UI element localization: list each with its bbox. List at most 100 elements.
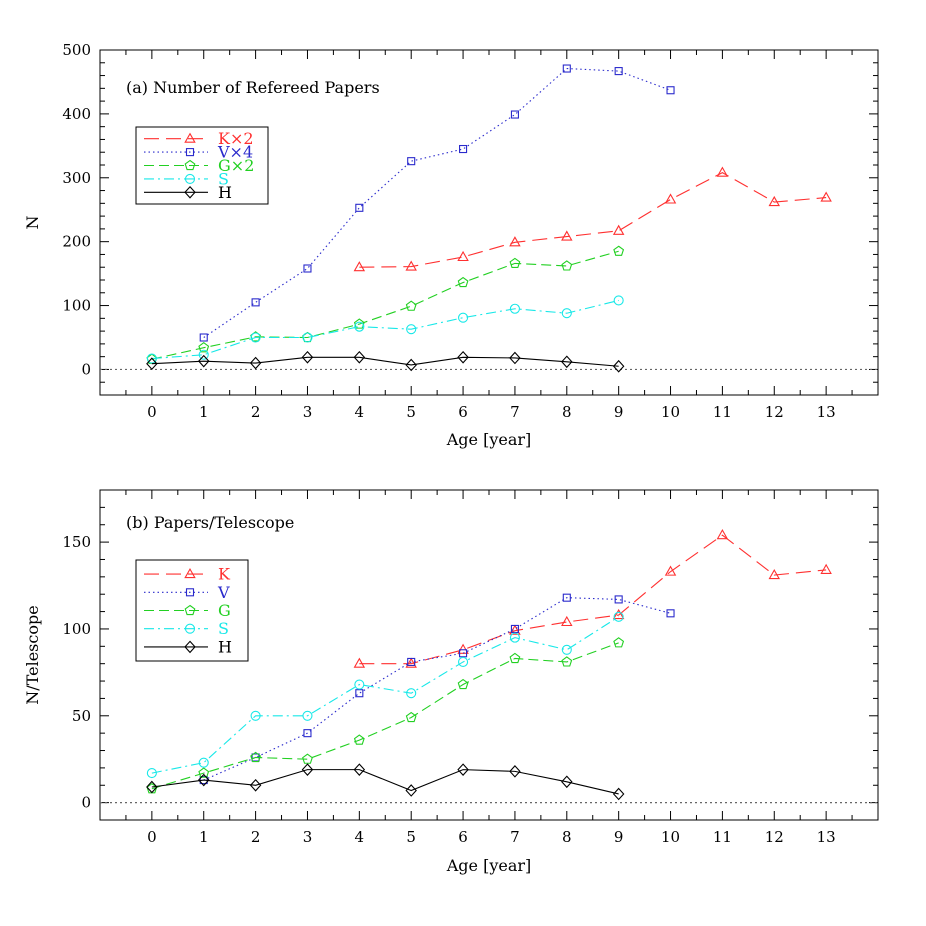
x-tick-label: 12 (765, 403, 784, 421)
data-point (353, 318, 365, 329)
x-tick-label: 0 (147, 828, 157, 846)
data-point (820, 563, 832, 574)
x-axis-label: Age [year] (446, 430, 532, 449)
series-5 (146, 350, 625, 373)
data-point (405, 657, 417, 668)
x-tick-label: 7 (510, 828, 520, 846)
x-tick-label: 5 (406, 403, 416, 421)
series-4 (146, 611, 624, 779)
data-point (250, 710, 261, 721)
data-point (614, 67, 623, 76)
series-5 (146, 763, 625, 801)
legend-marker (184, 159, 196, 171)
data-point (353, 763, 366, 776)
x-tick-label: 0 (147, 403, 157, 421)
y-tick-label: 400 (62, 105, 91, 123)
data-point (146, 768, 157, 779)
legend-label: K (218, 565, 231, 584)
data-point (509, 632, 520, 643)
x-tick-label: 3 (303, 828, 313, 846)
data-point (458, 312, 469, 323)
series-line (151, 616, 619, 774)
legend-marker (184, 173, 196, 184)
series-3 (146, 637, 625, 794)
series-4 (146, 295, 624, 364)
data-point (301, 350, 314, 364)
data-point (353, 350, 366, 364)
data-point (146, 353, 157, 364)
data-point (459, 144, 468, 154)
x-tick-label: 3 (303, 403, 313, 421)
data-point (249, 778, 262, 792)
data-point (509, 652, 521, 664)
x-tick-label: 1 (199, 403, 209, 421)
data-point (768, 195, 781, 207)
data-point (613, 295, 624, 306)
data-point (302, 710, 313, 721)
x-tick-label: 6 (458, 403, 468, 421)
x-tick-label: 5 (406, 828, 416, 846)
data-point (768, 568, 781, 580)
series-line (151, 250, 619, 360)
series-line (203, 597, 671, 781)
series-line (151, 769, 619, 795)
x-tick-label: 12 (765, 828, 784, 846)
x-tick-label: 11 (713, 403, 732, 421)
x-tick-label: 10 (661, 828, 680, 846)
x-tick-label: 13 (817, 403, 836, 421)
data-point (146, 780, 158, 794)
x-tick-label: 13 (817, 828, 836, 846)
data-point (458, 656, 469, 667)
x-tick-label: 11 (713, 828, 732, 846)
y-tick-label: 200 (62, 233, 91, 251)
data-point (664, 193, 677, 204)
data-point (250, 751, 262, 763)
data-point (406, 324, 417, 335)
data-point (561, 308, 572, 319)
data-point (250, 332, 261, 343)
chart-title: (a) Number of Refereed Papers (126, 78, 380, 97)
data-point (405, 300, 417, 311)
y-axis-label: N/Telescope (23, 605, 42, 704)
legend-label: G (218, 601, 231, 620)
data-point (612, 787, 625, 801)
data-point (716, 529, 729, 540)
data-point (664, 565, 677, 576)
data-point (561, 260, 573, 271)
series-line (359, 534, 827, 665)
y-tick-label: 50 (72, 707, 91, 725)
data-point (354, 321, 365, 332)
data-point (614, 595, 623, 604)
data-point (405, 711, 417, 723)
series-2 (199, 593, 675, 785)
data-point (199, 333, 208, 342)
y-tick-label: 0 (81, 794, 91, 812)
x-tick-label: 4 (355, 828, 365, 846)
data-point (353, 657, 366, 668)
data-point (666, 86, 675, 95)
data-point (561, 656, 573, 667)
data-point (509, 765, 521, 778)
y-tick-label: 100 (62, 297, 91, 315)
legend-marker (184, 623, 196, 634)
legend-label: S (218, 619, 229, 638)
data-point (613, 637, 625, 648)
data-point (509, 303, 520, 314)
data-point (509, 257, 521, 268)
series-1 (353, 166, 832, 272)
x-axis-label: Age [year] (446, 856, 532, 875)
data-point (457, 350, 469, 364)
x-tick-label: 6 (458, 828, 468, 846)
data-point (407, 657, 416, 666)
data-point (612, 359, 625, 373)
data-point (457, 276, 469, 288)
y-tick-label: 300 (62, 169, 91, 187)
data-point (562, 593, 571, 602)
x-tick-label: 8 (562, 403, 572, 421)
data-point (562, 64, 571, 73)
data-point (561, 230, 573, 241)
data-point (197, 773, 210, 787)
x-tick-label: 9 (614, 828, 624, 846)
